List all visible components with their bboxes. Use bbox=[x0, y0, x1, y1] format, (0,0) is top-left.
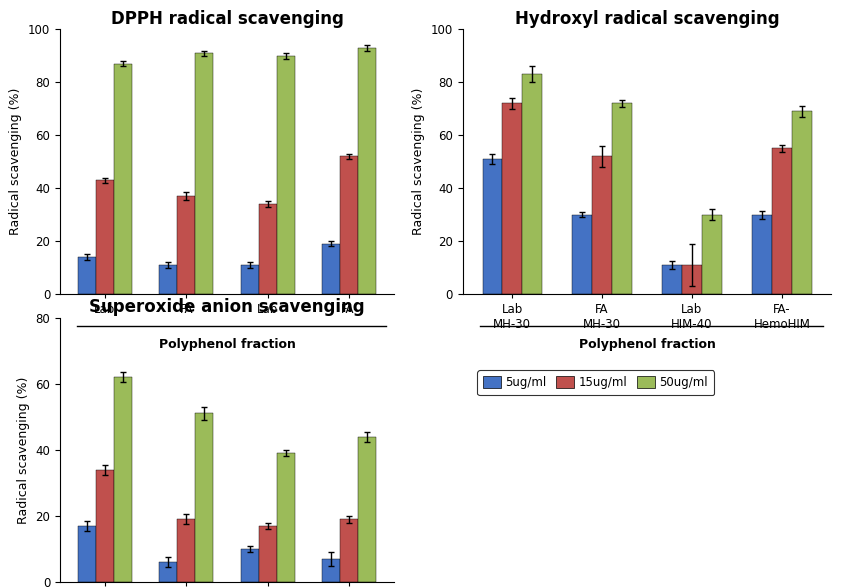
Bar bbox=[502, 103, 522, 294]
Bar bbox=[96, 470, 114, 582]
Legend: 50ug/ml, 150ug/ml, 500ug/ml: 50ug/ml, 150ug/ml, 500ug/ml bbox=[75, 370, 333, 395]
Bar bbox=[78, 526, 96, 582]
Title: Superoxide anion scavenging: Superoxide anion scavenging bbox=[89, 298, 365, 316]
Bar bbox=[358, 48, 376, 294]
Bar bbox=[792, 112, 812, 294]
Bar bbox=[592, 156, 612, 294]
Title: Hydroxyl radical scavenging: Hydroxyl radical scavenging bbox=[515, 10, 779, 28]
Bar bbox=[322, 559, 340, 582]
Bar bbox=[259, 204, 277, 294]
Bar bbox=[241, 265, 259, 294]
Bar bbox=[612, 103, 632, 294]
Bar bbox=[259, 526, 277, 582]
Y-axis label: Radical scavenging (%): Radical scavenging (%) bbox=[412, 88, 425, 235]
Bar bbox=[241, 549, 259, 582]
Bar bbox=[114, 64, 132, 294]
Bar bbox=[177, 519, 195, 582]
Bar bbox=[159, 265, 177, 294]
Bar bbox=[159, 562, 177, 582]
Bar bbox=[96, 180, 114, 294]
Bar bbox=[277, 453, 295, 582]
Bar bbox=[195, 413, 213, 582]
Bar bbox=[277, 56, 295, 294]
Bar bbox=[522, 74, 542, 294]
Bar bbox=[482, 159, 502, 294]
Bar bbox=[662, 265, 682, 294]
Bar bbox=[752, 215, 772, 294]
Bar bbox=[114, 377, 132, 582]
Bar bbox=[772, 148, 792, 294]
Bar bbox=[702, 215, 722, 294]
Bar bbox=[572, 215, 592, 294]
Bar bbox=[78, 257, 96, 294]
Legend: 5ug/ml, 15ug/ml, 50ug/ml: 5ug/ml, 15ug/ml, 50ug/ml bbox=[477, 370, 714, 395]
Bar bbox=[340, 156, 358, 294]
Bar bbox=[322, 243, 340, 294]
Bar bbox=[682, 265, 702, 294]
Bar bbox=[340, 519, 358, 582]
Y-axis label: Radical scavenging (%): Radical scavenging (%) bbox=[9, 88, 22, 235]
Text: Polyphenol fraction: Polyphenol fraction bbox=[578, 338, 716, 351]
Bar bbox=[177, 196, 195, 294]
Text: Polyphenol fraction: Polyphenol fraction bbox=[159, 338, 296, 351]
Y-axis label: Radical scavenging (%): Radical scavenging (%) bbox=[17, 376, 30, 523]
Bar bbox=[195, 53, 213, 294]
Title: DPPH radical scavenging: DPPH radical scavenging bbox=[111, 10, 344, 28]
Bar bbox=[358, 436, 376, 582]
